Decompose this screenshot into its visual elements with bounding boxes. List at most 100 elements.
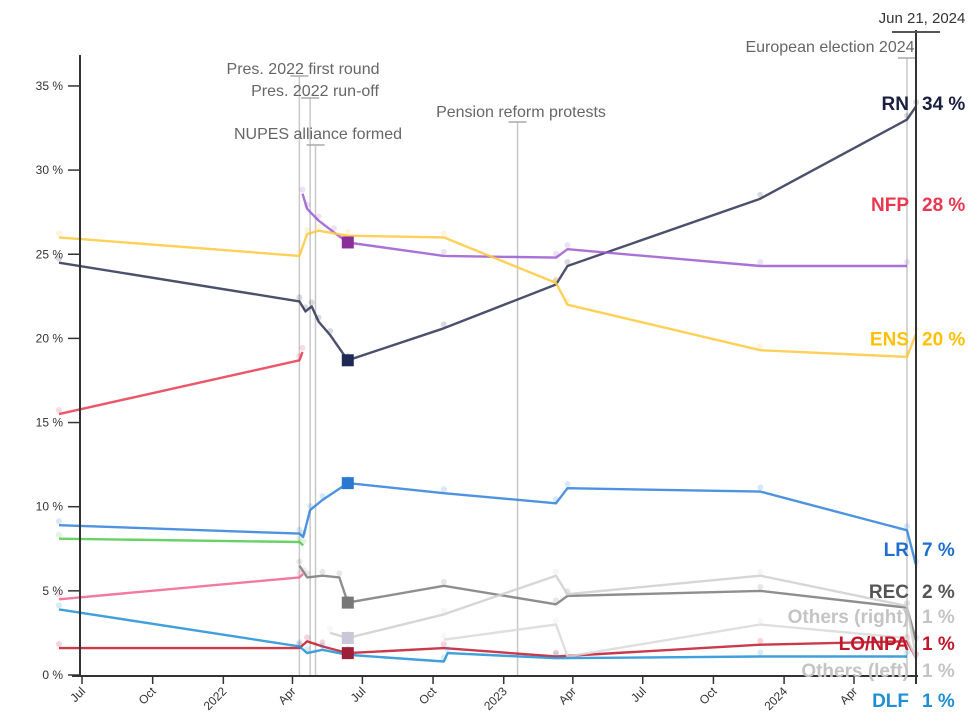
y-tick-label: 5 % bbox=[42, 584, 63, 598]
x-tick-label: 2022 bbox=[201, 684, 230, 713]
x-tick-label: Apr bbox=[556, 684, 579, 707]
poll-dot bbox=[552, 275, 559, 282]
poll-dot bbox=[315, 314, 322, 321]
poll-dot bbox=[296, 570, 303, 577]
marker-lr bbox=[341, 477, 354, 490]
event-label: Pres. 2022 first round bbox=[227, 61, 380, 78]
poll-dot bbox=[300, 529, 307, 536]
poll-dot bbox=[327, 625, 334, 632]
poll-dot bbox=[564, 259, 571, 266]
poll-dot bbox=[296, 353, 303, 360]
poll-dot bbox=[440, 632, 447, 639]
poll-dot bbox=[552, 651, 559, 658]
poll-dot bbox=[308, 299, 315, 306]
poll-dot bbox=[440, 321, 447, 328]
x-tick-label: Jul bbox=[348, 684, 369, 705]
poll-dot bbox=[904, 523, 911, 530]
poll-dot bbox=[904, 630, 911, 637]
x-tick-label: 2024 bbox=[761, 684, 790, 713]
event-label: Pension reform protests bbox=[436, 104, 606, 121]
poll-dot bbox=[757, 568, 764, 575]
poll-dot bbox=[757, 617, 764, 624]
poll-dot bbox=[757, 191, 764, 198]
x-tick-label: Jul bbox=[628, 684, 649, 705]
series-line-others-left- bbox=[443, 623, 918, 659]
end-label-name: LR bbox=[884, 540, 910, 561]
poll-dot bbox=[296, 294, 303, 301]
y-ticks: 0 % 5 % 10 % 15 % 20 % 25 % 30 % 35 % bbox=[36, 79, 80, 682]
y-tick-label: 20 % bbox=[36, 331, 64, 345]
x-tick-label: Apr bbox=[837, 684, 860, 707]
poll-dot bbox=[55, 518, 62, 525]
y-tick-label: 25 % bbox=[36, 247, 64, 261]
poll-dot bbox=[330, 225, 337, 232]
poll-dot bbox=[552, 568, 559, 575]
current-date-marker: Jun 21, 2024 bbox=[879, 10, 965, 684]
event-label: NUPES alliance formed bbox=[234, 126, 402, 143]
end-label-value: 1 % bbox=[922, 607, 955, 628]
event-label: European election 2024 bbox=[745, 39, 914, 56]
series-line-others-right- bbox=[329, 574, 918, 659]
poll-dot bbox=[904, 112, 911, 119]
poll-dot bbox=[304, 227, 311, 234]
poll-dot bbox=[552, 496, 559, 503]
poll-dot bbox=[296, 535, 303, 542]
poll-dot bbox=[440, 607, 447, 614]
marker-lo-npa bbox=[341, 647, 354, 660]
poll-dot bbox=[55, 407, 62, 414]
poll-dot bbox=[304, 570, 311, 577]
poll-dot bbox=[299, 186, 306, 193]
poll-dot bbox=[296, 558, 303, 565]
poll-dot bbox=[552, 617, 559, 624]
end-label-name: DLF bbox=[872, 691, 909, 712]
x-tick-label: Oct bbox=[696, 684, 720, 708]
poll-dot bbox=[552, 250, 559, 257]
end-label-name: Others (right) bbox=[788, 607, 909, 628]
poll-dot bbox=[300, 538, 307, 545]
poll-dot bbox=[336, 570, 343, 577]
end-label-name: REC bbox=[869, 582, 909, 603]
end-label-value: 1 % bbox=[922, 691, 955, 712]
poll-dot bbox=[440, 486, 447, 493]
poll-dot bbox=[55, 592, 62, 599]
poll-dot bbox=[296, 248, 303, 255]
poll-dot bbox=[904, 349, 911, 356]
poll-dot bbox=[564, 297, 571, 304]
series-lines bbox=[55, 99, 920, 663]
series-line-dlf bbox=[58, 608, 907, 663]
poll-dot bbox=[344, 228, 351, 235]
poll-dot bbox=[319, 639, 326, 646]
poll-dot bbox=[552, 649, 559, 656]
poll-dot bbox=[757, 649, 764, 656]
poll-dot bbox=[55, 531, 62, 538]
end-labels: RN 34 % NFP 28 % ENS 20 % LR 7 % REC 2 % Others (r… bbox=[788, 94, 966, 712]
series-line-rec bbox=[298, 564, 918, 642]
series-line-lr bbox=[58, 481, 918, 566]
end-label-name: LO/NPA bbox=[839, 634, 910, 655]
end-label-value: 1 % bbox=[922, 661, 955, 682]
poll-dot bbox=[564, 481, 571, 488]
y-tick-label: 35 % bbox=[36, 79, 64, 93]
y-tick-label: 0 % bbox=[42, 668, 63, 682]
poll-dot bbox=[904, 649, 911, 656]
series-line-ps bbox=[58, 573, 305, 601]
x-tick-label: Oct bbox=[416, 684, 440, 708]
end-label-name: NFP bbox=[871, 195, 909, 216]
poll-dot bbox=[55, 602, 62, 609]
poll-dot bbox=[296, 639, 303, 646]
series-line-nfp bbox=[58, 351, 304, 416]
poll-dot bbox=[319, 492, 326, 499]
series-line-other-green bbox=[58, 537, 305, 547]
poll-dot bbox=[299, 344, 306, 351]
poll-dot bbox=[440, 641, 447, 648]
poll-dot bbox=[304, 634, 311, 641]
event-label: Pres. 2022 run-off bbox=[251, 83, 379, 100]
y-tick-label: 30 % bbox=[36, 163, 64, 177]
x-tick-label: Jul bbox=[67, 684, 88, 705]
poll-dot bbox=[319, 568, 326, 575]
series-line-nupes bbox=[301, 193, 907, 268]
poll-dot bbox=[55, 230, 62, 237]
poll-dot bbox=[444, 646, 451, 653]
poll-dot bbox=[564, 242, 571, 249]
